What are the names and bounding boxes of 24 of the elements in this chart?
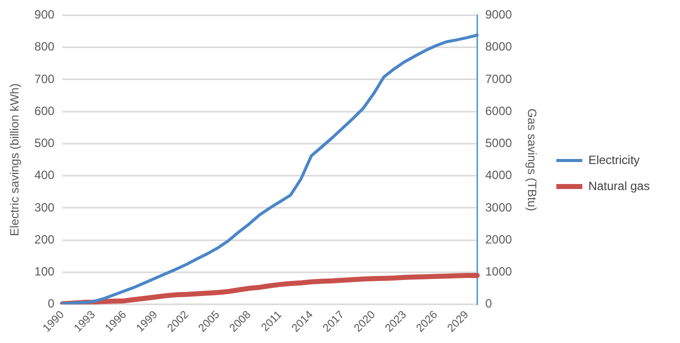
y-axis-title: Electric savings (billion kWh)	[8, 83, 22, 236]
y-tick-label: 500	[34, 136, 55, 150]
y-tick-label: 400	[34, 168, 55, 182]
y-tick-label: 900	[34, 8, 55, 22]
y2-tick-label: 3000	[485, 200, 512, 214]
y2-tick-label: 2000	[485, 232, 512, 246]
y-tick-label: 800	[34, 40, 55, 54]
y2-axis-title: Gas savings (TBtu)	[524, 108, 539, 212]
y-tick-label: 600	[34, 104, 55, 118]
y2-tick-label: 6000	[485, 104, 512, 118]
y2-tick-label: 8000	[485, 40, 512, 54]
y2-tick-label: 5000	[485, 136, 512, 150]
y-tick-label: 0	[48, 296, 55, 311]
y-tick-label: 200	[34, 232, 55, 246]
y-tick-label: 300	[34, 200, 55, 214]
y-tick-label: 700	[34, 72, 55, 86]
y2-tick-label: 4000	[485, 168, 512, 182]
y2-tick-label: 0	[485, 296, 492, 311]
legend-label: Electricity	[588, 152, 640, 167]
y-tick-label: 100	[34, 264, 55, 279]
y2-tick-label: 7000	[485, 72, 512, 86]
y2-tick-label: 9000	[485, 8, 512, 22]
legend-label: Natural gas	[588, 178, 650, 193]
y2-tick-label: 1000	[485, 264, 512, 279]
